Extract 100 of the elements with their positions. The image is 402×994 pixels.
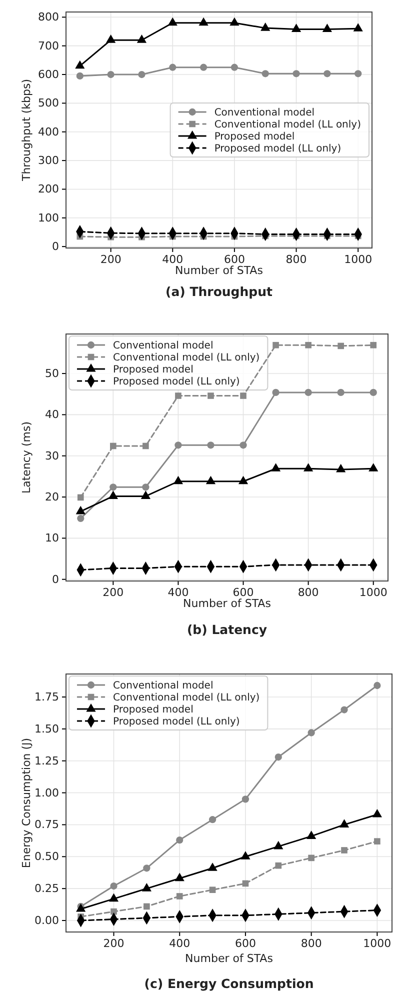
legend-label: Conventional model (LL only)	[113, 692, 260, 704]
point	[173, 476, 184, 484]
point	[106, 34, 116, 43]
point	[76, 72, 84, 80]
point	[308, 854, 314, 862]
x-tick-label: 600	[224, 252, 245, 266]
y-tick-label: 10	[45, 532, 59, 545]
x-tick-label: 1000	[359, 586, 388, 599]
legend-label: Proposed model (LL only)	[214, 144, 342, 154]
legend-label: Conventional model	[214, 108, 315, 118]
point	[230, 64, 238, 71]
legend-label: Proposed model	[113, 704, 194, 716]
point	[140, 490, 150, 499]
point	[274, 840, 284, 850]
point	[272, 342, 279, 348]
x-tick-label: 600	[232, 586, 254, 599]
point	[240, 442, 247, 449]
y-tick-label: 1.50	[34, 722, 59, 736]
point	[341, 847, 348, 854]
x-tick-label: 200	[103, 936, 124, 950]
y-tick-label: 40	[45, 408, 59, 422]
x-tick-label: 200	[100, 252, 122, 266]
x-tick-label: 400	[168, 586, 189, 599]
point	[208, 862, 218, 871]
point	[77, 494, 84, 501]
text: (a) Throughput	[166, 284, 272, 299]
x-tick-label: 800	[300, 936, 322, 950]
point	[209, 886, 216, 894]
y-tick-label: 50	[45, 367, 59, 380]
point	[138, 70, 146, 78]
legend-label: Conventional model (LL only)	[113, 352, 260, 364]
point	[374, 682, 381, 690]
y-tick-label: 200	[38, 182, 59, 196]
point	[200, 64, 208, 71]
y-tick-label: 800	[38, 10, 59, 24]
y-tick-label: 0.25	[34, 882, 59, 896]
y-tick-label: 0.00	[34, 914, 59, 928]
legend-label: Proposed model (LL only)	[113, 716, 240, 728]
point	[242, 880, 249, 887]
y-tick-label: 0	[52, 240, 59, 254]
y-tick-label: 300	[38, 154, 59, 168]
point	[142, 484, 150, 491]
point	[353, 23, 363, 32]
point	[306, 830, 316, 839]
point	[275, 862, 282, 869]
y-tick-label: 0	[52, 572, 59, 586]
point	[370, 388, 377, 396]
legend-label: Conventional model	[113, 340, 214, 352]
y-tick-label: 1.25	[34, 754, 59, 768]
point	[142, 883, 152, 892]
point	[144, 903, 150, 910]
y-tick-label: 500	[38, 96, 59, 110]
point	[143, 864, 150, 872]
point	[108, 490, 118, 499]
x-tick-label: 1000	[363, 936, 392, 950]
point	[260, 22, 270, 31]
point	[374, 838, 380, 844]
point	[75, 60, 85, 69]
point	[337, 388, 344, 396]
point	[238, 476, 248, 484]
x-tick-label: 200	[102, 586, 124, 599]
point	[208, 816, 216, 824]
y-tick-label: 100	[38, 211, 59, 224]
y-tick-label: 700	[38, 39, 59, 52]
y-tick-label: 0.75	[34, 818, 59, 832]
point	[174, 442, 182, 449]
point	[324, 70, 331, 78]
legend-label: Conventional model (LL only)	[214, 120, 362, 130]
point	[274, 753, 282, 761]
y-tick-label: 20	[45, 490, 59, 504]
x-tick-label: 400	[169, 936, 190, 950]
point	[304, 463, 314, 472]
x-axis-title: Number of STAs	[175, 264, 264, 277]
y-axis-title: Throughput (kbps)	[20, 78, 33, 182]
point	[368, 463, 378, 472]
point	[169, 64, 176, 71]
point	[272, 388, 280, 396]
text: (c) Energy Consumption	[144, 976, 314, 991]
legend-label: Proposed model	[214, 132, 295, 142]
y-tick-label: 30	[45, 449, 59, 462]
point	[262, 70, 269, 78]
y-tick-label: 1.75	[34, 690, 59, 704]
point	[242, 796, 250, 803]
point	[354, 70, 362, 78]
point	[136, 34, 147, 43]
point	[291, 24, 302, 32]
point	[110, 882, 118, 890]
y-tick-label: 400	[38, 125, 59, 138]
point	[270, 463, 281, 472]
point	[292, 70, 300, 78]
text: (b) Latency	[186, 622, 268, 637]
x-tick-label: 600	[234, 936, 256, 950]
point	[207, 442, 214, 449]
x-tick-label: 1000	[344, 252, 372, 266]
point	[77, 514, 84, 522]
point	[110, 442, 116, 450]
point	[304, 388, 312, 396]
point	[308, 729, 315, 736]
y-axis-title: Latency (ms)	[20, 421, 33, 494]
point	[230, 17, 240, 26]
